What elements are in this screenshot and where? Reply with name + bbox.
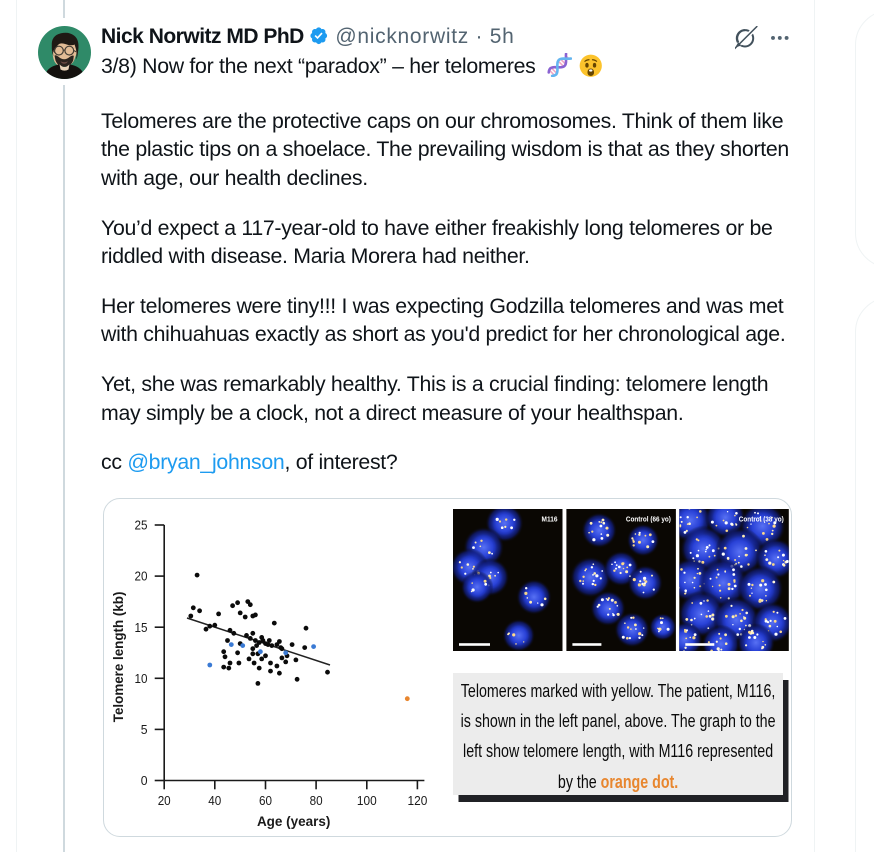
svg-text:100: 100	[357, 792, 377, 807]
svg-text:15: 15	[135, 619, 148, 634]
svg-text:Age (years): Age (years)	[257, 814, 331, 829]
svg-text:20: 20	[158, 792, 171, 807]
svg-text:60: 60	[259, 792, 272, 807]
svg-text:10: 10	[135, 670, 148, 685]
svg-text:M116: M116	[542, 515, 558, 524]
svg-text:25: 25	[135, 517, 148, 532]
svg-text:40: 40	[208, 792, 221, 807]
svg-text:Control (66 yo): Control (66 yo)	[626, 515, 671, 524]
svg-text:Telomere length (kb): Telomere length (kb)	[111, 591, 126, 722]
svg-text:120: 120	[408, 792, 428, 807]
svg-text:20: 20	[135, 568, 148, 583]
svg-text:Control (38 yo): Control (38 yo)	[739, 515, 784, 524]
svg-text:80: 80	[310, 792, 323, 807]
svg-text:5: 5	[141, 722, 148, 737]
svg-text:0: 0	[141, 773, 148, 788]
